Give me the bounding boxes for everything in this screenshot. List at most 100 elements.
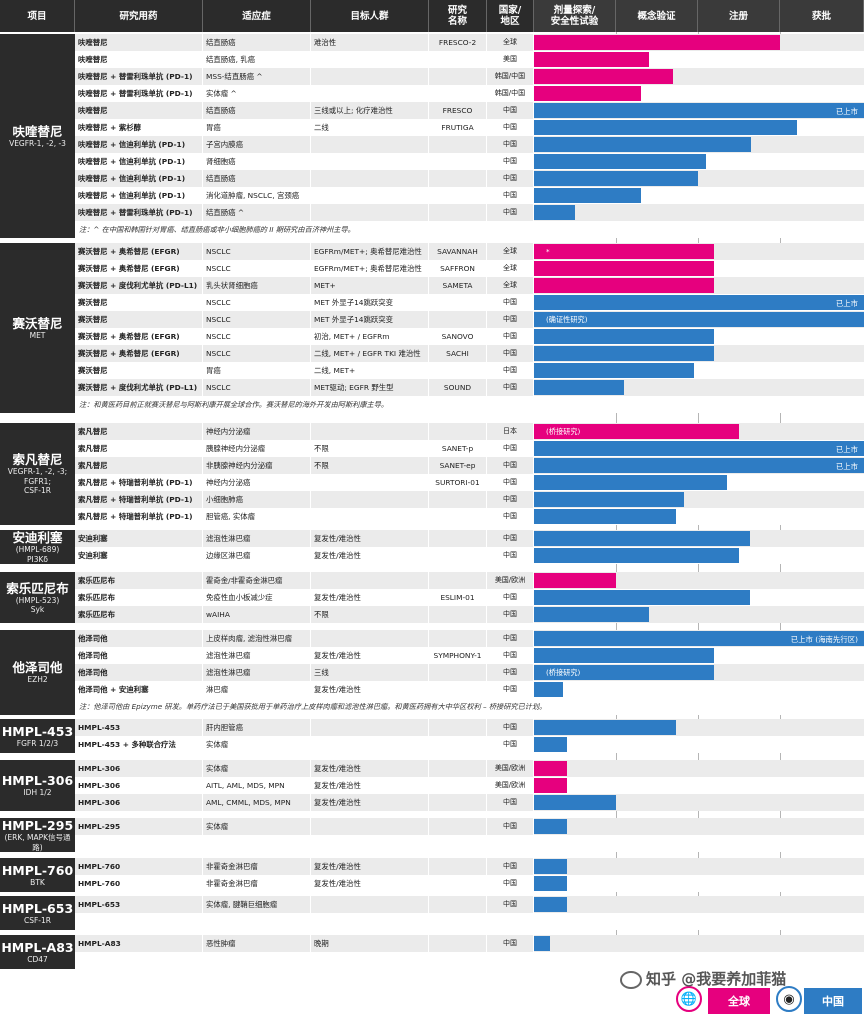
cell-pop: EGFRm/MET+; 奥希替尼难治性 (314, 247, 422, 256)
cell-drug: HMPL-A83 (78, 939, 121, 948)
cell-pop: 复发性/难治性 (314, 593, 361, 602)
cell-background (429, 664, 486, 681)
cell-ind: 恶性肿瘤 (206, 939, 236, 948)
cell-background (311, 875, 428, 892)
cell-background (311, 794, 428, 811)
cell-background (487, 858, 533, 875)
cell-ind (203, 835, 310, 852)
cell-trial (429, 935, 486, 952)
project-label: 呋喹替尼 VEGFR-1, -2, -3 (0, 34, 75, 238)
cell-trial (429, 68, 486, 85)
cell-background (75, 102, 202, 119)
cell-background (75, 777, 202, 794)
cell-background (203, 362, 310, 379)
cell-pop (311, 170, 428, 187)
cell-trial (429, 572, 486, 589)
project-label: 赛沃替尼 MET (0, 243, 75, 413)
cell-background (203, 818, 310, 835)
cell-background (429, 440, 486, 457)
cell-background (75, 136, 202, 153)
cell-background (311, 935, 428, 952)
cell-pop (311, 630, 428, 647)
project-target: BTK (30, 877, 45, 887)
cell-background (203, 589, 310, 606)
progress-bar (534, 205, 575, 220)
cell-ind: NSCLC (206, 332, 231, 341)
cell-background (487, 794, 533, 811)
cell-background (75, 119, 202, 136)
progress-bar: 已上市 (534, 103, 864, 118)
phase-background (534, 777, 864, 794)
project-name: 索凡替尼 (12, 452, 63, 468)
cell-drug: HMPL-760 (78, 862, 121, 871)
cell-background (429, 328, 486, 345)
cell-background (487, 294, 533, 311)
progress-bar (534, 52, 649, 67)
cell-trial: FRESCO-2 (438, 38, 477, 47)
cell-drug: 呋喹替尼 + 信迪利单抗 (PD-1) (78, 140, 186, 149)
cell-background (203, 719, 310, 736)
cell-pop: 复发性/难治性 (314, 879, 361, 888)
cell-trial: SAMETA (442, 281, 473, 290)
cell-background (429, 311, 486, 328)
cell-background (203, 530, 310, 547)
cell-pop (311, 835, 428, 852)
cell-drug: HMPL-653 (78, 900, 121, 909)
project-label: HMPL-760 BTK (0, 858, 75, 892)
cell-trial (429, 204, 486, 221)
cell-reg: 日本 (503, 427, 517, 435)
cell-background (487, 119, 533, 136)
cell-drug: 赛沃替尼 + 度伐利尤单抗 (PD-L1) (78, 383, 198, 392)
cell-background (311, 589, 428, 606)
cell-background (75, 187, 202, 204)
cell-drug: 他泽司他 (78, 634, 108, 643)
cell-background (487, 362, 533, 379)
table-row: 索凡替尼 + 特瑞普利单抗 (PD-1) 胆管癌, 实体瘤 中国 (75, 508, 864, 525)
cell-background (429, 119, 486, 136)
cell-drug: 赛沃替尼 (78, 298, 108, 307)
cell-pop (311, 187, 428, 204)
cell-background (487, 102, 533, 119)
cell-trial (429, 777, 486, 794)
cell-background (75, 572, 202, 589)
cell-background (311, 51, 428, 68)
cell-drug: HMPL-760 (78, 879, 121, 888)
project-label: HMPL-653 CSF-1R (0, 896, 75, 930)
cell-background (487, 170, 533, 187)
cell-background (311, 572, 428, 589)
cell-drug: 赛沃替尼 (78, 366, 108, 375)
cell-trial (429, 719, 486, 736)
cell-reg: 中国 (503, 495, 517, 503)
cell-drug: 索凡替尼 (78, 427, 108, 436)
section-8: HMPL-306 IDH 1/2 HMPL-306 实体瘤 复发性/难治性 美国/欧洲 HM… (0, 760, 864, 811)
progress-bar (534, 154, 707, 169)
cell-background (311, 760, 428, 777)
cell-background (203, 260, 310, 277)
progress-bar (534, 573, 616, 588)
progress-bar (534, 329, 715, 344)
project-target: IDH 1/2 (23, 788, 52, 798)
table-row: 赛沃替尼 胃癌 二线, MET+ 中国 (75, 362, 864, 379)
cell-background (311, 277, 428, 294)
cell-drug: 呋喹替尼 (78, 106, 108, 115)
cell-trial: SANET-ep (439, 461, 476, 470)
table-row: 赛沃替尼 + 奥希替尼 (EFGR) NSCLC 初治, MET+ / EGFRm S… (75, 328, 864, 345)
cell-pop: MET 外显子14跳跃突变 (314, 315, 394, 324)
wechat-icon (620, 970, 642, 989)
cell-background (75, 606, 202, 623)
cell-background (203, 896, 310, 913)
phase-background (534, 896, 864, 913)
cell-drug: 呋喹替尼 + 信迪利单抗 (PD-1) (78, 174, 186, 183)
cell-drug: 呋喹替尼 (78, 38, 108, 47)
cell-pop (311, 68, 428, 85)
cell-background (203, 681, 310, 698)
cell-background (203, 835, 310, 852)
cell-background (311, 630, 428, 647)
cell-ind: AML, CMML, MDS, MPN (206, 798, 291, 807)
phase-background (534, 858, 864, 875)
table-row (75, 952, 864, 969)
progress-bar (534, 363, 694, 378)
cell-ind: 子宫内膜癌 (206, 140, 243, 149)
table-row: HMPL-306 AITL, AML, MDS, MPN 复发性/难治性 美国/欧洲 (75, 777, 864, 794)
table-row: 呋喹替尼 结直肠癌, 乳癌 美国 (75, 51, 864, 68)
